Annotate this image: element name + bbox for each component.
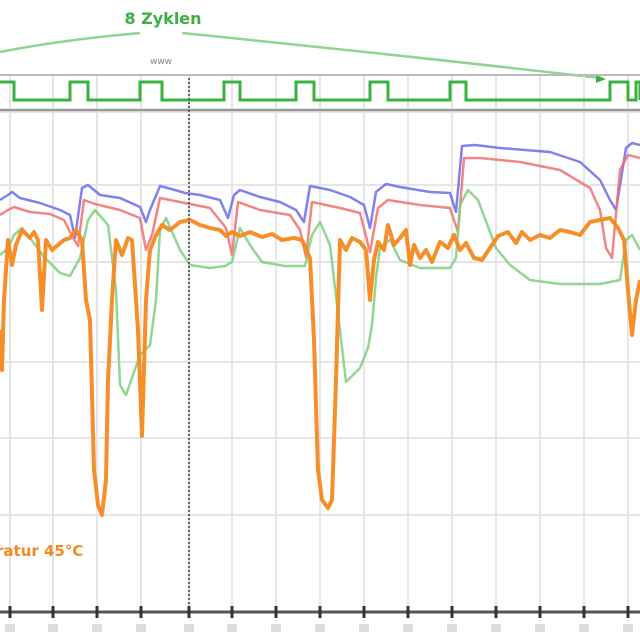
x-tick-label bbox=[403, 624, 413, 632]
x-tick-mark bbox=[538, 606, 542, 618]
x-tick-label bbox=[92, 624, 102, 632]
series-line-orange bbox=[0, 216, 640, 517]
x-tick-label bbox=[579, 624, 589, 632]
x-tick-mark bbox=[95, 606, 99, 618]
series-group bbox=[0, 141, 640, 517]
x-tick-mark bbox=[362, 606, 366, 618]
x-tick-mark bbox=[274, 606, 278, 618]
series-line-blue bbox=[0, 141, 640, 240]
x-tick-label bbox=[491, 624, 501, 632]
temperature-annotation: ratur 45°C bbox=[0, 542, 83, 560]
sub-label: www bbox=[150, 57, 172, 67]
x-tick-label bbox=[271, 624, 281, 632]
x-tick-label bbox=[227, 624, 237, 632]
x-tick-mark bbox=[230, 606, 234, 618]
x-ticks bbox=[5, 606, 633, 632]
x-tick-mark bbox=[187, 606, 191, 618]
chart-title: 8 Zyklen bbox=[124, 9, 201, 28]
x-tick-label bbox=[315, 624, 325, 632]
x-tick-mark bbox=[318, 606, 322, 618]
x-tick-mark bbox=[450, 606, 454, 618]
x-tick-label bbox=[447, 624, 457, 632]
x-tick-mark bbox=[494, 606, 498, 618]
x-tick-label bbox=[48, 624, 58, 632]
cycle-brace bbox=[0, 31, 606, 83]
gridlines bbox=[0, 75, 640, 612]
x-tick-mark bbox=[626, 606, 630, 618]
x-tick-label bbox=[5, 624, 15, 632]
x-tick-label bbox=[136, 624, 146, 632]
x-tick-mark bbox=[582, 606, 586, 618]
x-tick-label bbox=[359, 624, 369, 632]
x-tick-label bbox=[184, 624, 194, 632]
x-tick-mark bbox=[406, 606, 410, 618]
series-line-green bbox=[0, 188, 640, 397]
arrow-head-icon bbox=[596, 75, 606, 83]
x-tick-label bbox=[623, 624, 633, 632]
x-tick-label bbox=[535, 624, 545, 632]
cycle-signal-line bbox=[0, 80, 640, 102]
x-tick-mark bbox=[139, 606, 143, 618]
x-tick-mark bbox=[51, 606, 55, 618]
x-tick-mark bbox=[8, 606, 12, 618]
